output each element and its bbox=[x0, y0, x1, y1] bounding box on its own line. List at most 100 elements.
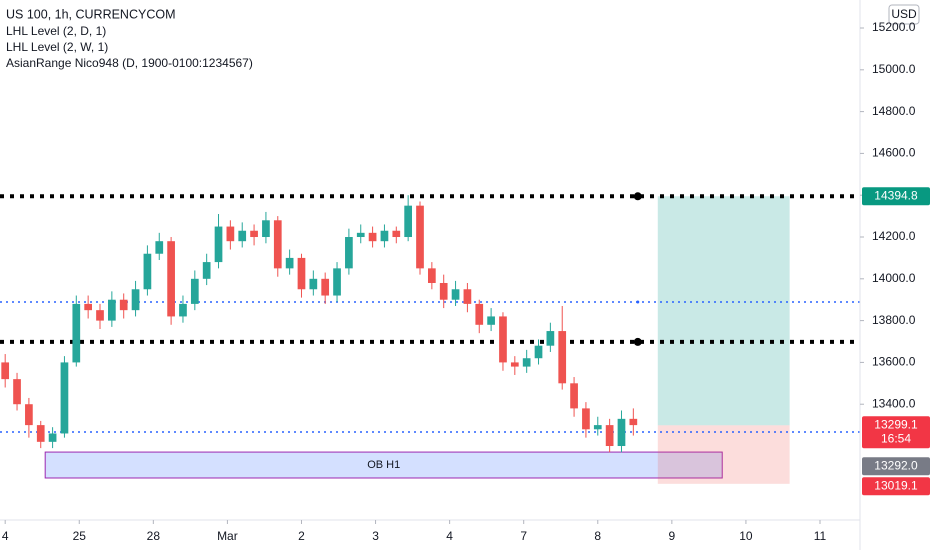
candle-body bbox=[1, 362, 10, 380]
y-tick-label: 15200.0 bbox=[872, 20, 916, 34]
candle-body bbox=[499, 316, 507, 363]
candle-body bbox=[238, 230, 247, 242]
candle-body bbox=[570, 383, 578, 409]
candle-body bbox=[143, 253, 152, 290]
price-tag bbox=[862, 416, 930, 449]
price-tag-label: 13299.1 bbox=[874, 417, 918, 431]
candle-body bbox=[416, 205, 424, 269]
candle-body bbox=[593, 425, 602, 430]
countdown: 16:54 bbox=[881, 431, 911, 445]
x-tick-label: 7 bbox=[520, 529, 527, 543]
candle-body bbox=[321, 278, 330, 296]
candle-body bbox=[451, 289, 460, 300]
candle-body bbox=[25, 404, 33, 426]
candle-body bbox=[439, 282, 448, 300]
x-tick-label: 4 bbox=[2, 529, 9, 543]
candle-body bbox=[297, 257, 306, 290]
y-tick-label: 14000.0 bbox=[872, 271, 916, 285]
x-tick-label: 28 bbox=[147, 529, 161, 543]
y-tick-label: 15000.0 bbox=[872, 62, 916, 76]
price-tag-label: 13292.0 bbox=[874, 458, 918, 472]
y-tick-label: 14600.0 bbox=[872, 146, 916, 160]
price-tag bbox=[862, 457, 930, 476]
candle-body bbox=[368, 232, 377, 242]
x-tick-label: 9 bbox=[669, 529, 676, 543]
candle-body bbox=[404, 205, 412, 238]
candle-body bbox=[273, 220, 282, 269]
candle-body bbox=[522, 358, 531, 367]
candle-body bbox=[84, 303, 92, 311]
candle-body bbox=[582, 408, 590, 430]
indicator: AsianRange Nico948 (D, 1900-0100:1234567… bbox=[6, 56, 253, 70]
x-tick-label: 8 bbox=[594, 529, 601, 543]
candle-body bbox=[179, 303, 187, 317]
candle-body bbox=[250, 230, 258, 238]
candle-body bbox=[629, 418, 638, 426]
candle-body bbox=[428, 268, 436, 283]
currency-box[interactable] bbox=[888, 4, 920, 25]
indicator: LHL Level (2, D, 1) bbox=[6, 24, 106, 38]
level-dot bbox=[633, 192, 642, 201]
candle-body bbox=[155, 241, 164, 254]
candle-body bbox=[13, 379, 21, 405]
candle-body bbox=[119, 299, 128, 311]
candle-body bbox=[558, 331, 567, 384]
zone bbox=[657, 196, 790, 426]
x-tick-label: 2 bbox=[298, 529, 305, 543]
candle-body bbox=[72, 303, 81, 363]
candle-body bbox=[546, 331, 555, 346]
candle-body bbox=[356, 232, 365, 238]
candle-body bbox=[534, 345, 543, 359]
y-tick-label: 13600.0 bbox=[872, 355, 916, 369]
x-tick-label: 10 bbox=[739, 529, 753, 543]
currency: USD bbox=[891, 7, 917, 21]
candle-body bbox=[108, 299, 116, 321]
y-tick-label: 13800.0 bbox=[872, 313, 916, 327]
candle-body bbox=[131, 289, 140, 311]
candle-body bbox=[36, 425, 45, 442]
zone-label: OB H1 bbox=[367, 459, 400, 471]
candle-body bbox=[345, 237, 353, 269]
price-tag-label: 13019.1 bbox=[874, 478, 918, 492]
candle-body bbox=[333, 268, 341, 296]
level-dot bbox=[633, 337, 642, 346]
candle-body bbox=[392, 230, 401, 238]
candle-body bbox=[380, 230, 389, 242]
level-dot bbox=[636, 300, 640, 304]
candle-body bbox=[262, 220, 270, 238]
plot-area: OB H1 bbox=[0, 192, 860, 484]
candle-body bbox=[309, 278, 318, 290]
price-tag bbox=[862, 477, 930, 496]
candle-body bbox=[60, 362, 69, 434]
chart-title: US 100, 1h, CURRENCYCOM bbox=[6, 7, 176, 21]
candle-body bbox=[48, 433, 57, 442]
candle-body bbox=[510, 362, 519, 367]
candle-body bbox=[475, 303, 484, 325]
candle-body bbox=[285, 257, 294, 269]
x-tick-label: 4 bbox=[446, 529, 453, 543]
candle-body bbox=[167, 241, 175, 317]
x-tick-label: 25 bbox=[73, 529, 87, 543]
y-tick-label: 14200.0 bbox=[872, 229, 916, 243]
candle-body bbox=[214, 226, 223, 263]
indicator: LHL Level (2, W, 1) bbox=[6, 40, 108, 54]
candle-body bbox=[190, 278, 199, 304]
y-tick-label: 13400.0 bbox=[872, 396, 916, 410]
price-tag-label: 14394.8 bbox=[874, 188, 918, 202]
candle-body bbox=[487, 316, 495, 325]
candle-body bbox=[226, 226, 235, 242]
zone bbox=[657, 425, 790, 484]
candle-body bbox=[605, 425, 614, 447]
x-tick-label: Mar bbox=[217, 529, 238, 543]
x-tick-label: 11 bbox=[814, 529, 827, 543]
y-tick-label: 14800.0 bbox=[872, 104, 916, 118]
x-tick-label: 3 bbox=[372, 529, 379, 543]
candle-body bbox=[96, 310, 104, 321]
candle-body bbox=[463, 289, 472, 304]
zone bbox=[44, 451, 723, 479]
candle-body bbox=[202, 262, 211, 279]
price-tag bbox=[862, 187, 930, 206]
candle-body bbox=[617, 418, 626, 447]
